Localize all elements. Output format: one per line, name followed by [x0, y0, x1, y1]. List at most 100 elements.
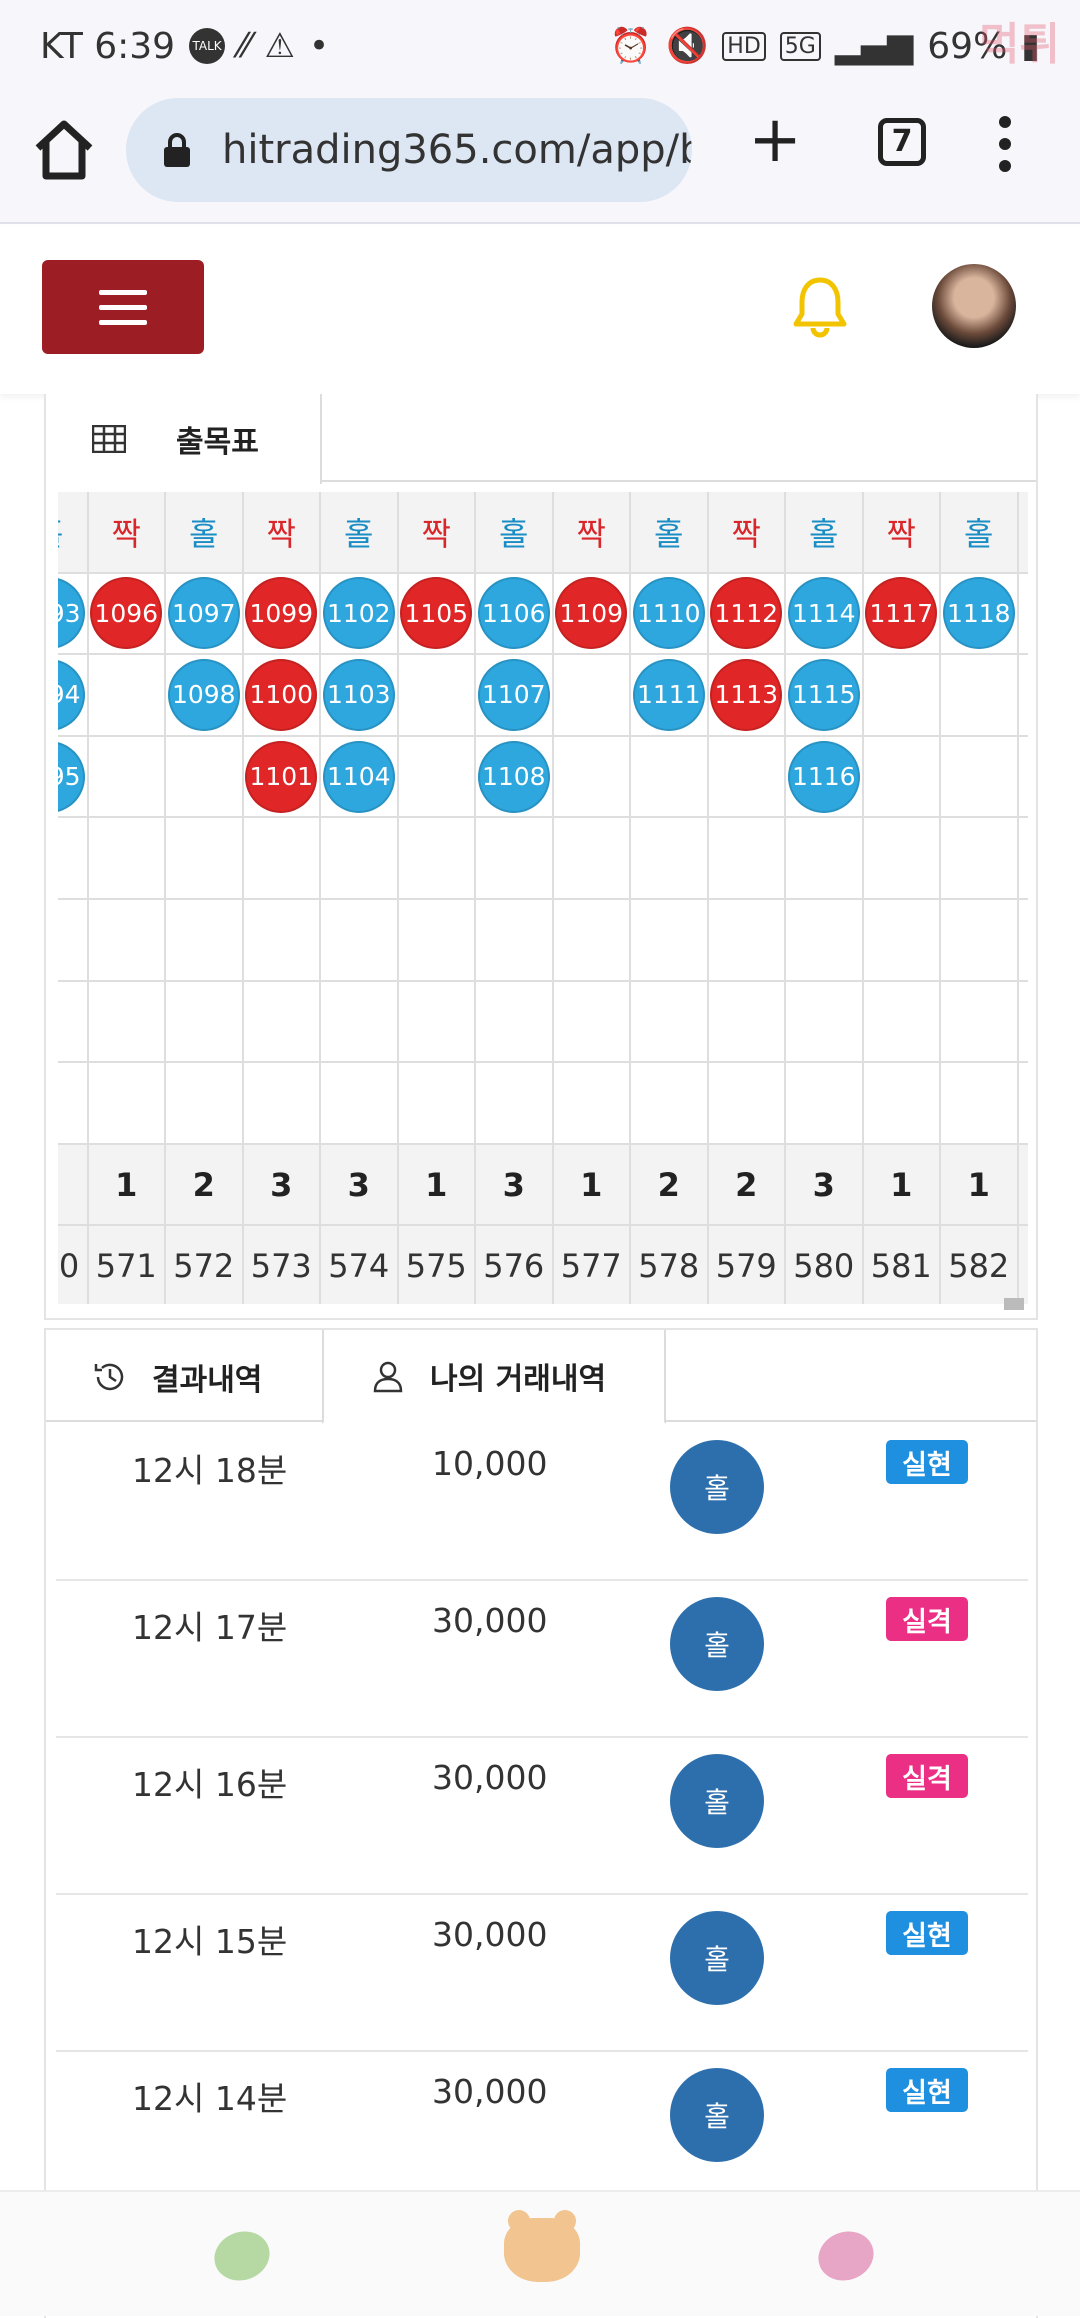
url-text: hitrading365.com/app/b: [222, 127, 692, 173]
bead: 1105: [400, 577, 473, 650]
bead-cell: [476, 899, 554, 982]
bead-cell: [631, 1063, 709, 1145]
column-count: 2: [166, 1144, 244, 1227]
bead-cell: [58, 1063, 89, 1145]
trade-row: 12시 14분 30,000 홀 실현: [56, 2052, 1028, 2209]
pink-bean-icon[interactable]: [811, 2223, 881, 2289]
bead-cell: [321, 899, 399, 982]
bead-cell: 1112: [708, 573, 786, 656]
trade-pick-badge: 홀: [670, 1754, 764, 1848]
url-bar[interactable]: hitrading365.com/app/b: [126, 98, 692, 202]
tab-count-button[interactable]: 7: [878, 118, 926, 166]
bead-cell: [553, 981, 631, 1064]
app-header: [0, 226, 1080, 394]
column-header: 홀: [631, 492, 709, 574]
bead: 1102: [322, 577, 395, 650]
bead-cell: [398, 1063, 476, 1145]
bead-cell: [708, 981, 786, 1064]
column-count: 3: [243, 1144, 321, 1227]
trade-time: 12시 14분: [132, 2079, 288, 2118]
round-number: 576: [476, 1226, 554, 1304]
bead-cell: [708, 818, 786, 900]
browser-menu-icon[interactable]: [990, 116, 1020, 176]
bead-cell: 1094: [58, 655, 89, 737]
column-header: 짝: [553, 492, 631, 574]
bead-road-panel: 출목표 홀짝홀짝홀짝홀짝홀짝홀짝홀10931096109710991102110…: [44, 394, 1038, 1320]
browser-toolbar: hitrading365.com/app/b + 7: [0, 92, 1080, 224]
bead-cell: 1096: [88, 573, 166, 656]
bottom-nav: [0, 2190, 1080, 2316]
bead-panel-tabbar: 출목표: [46, 394, 1036, 484]
bead-table-viewport[interactable]: 홀짝홀짝홀짝홀짝홀짝홀짝홀109310961097109911021105110…: [58, 492, 1028, 1304]
tab-bead-road[interactable]: 출목표: [46, 394, 322, 484]
watermark-logo: 먹튀: [979, 19, 1060, 70]
menu-button[interactable]: [42, 260, 204, 354]
round-number: 572: [166, 1226, 244, 1304]
bead-cell: [863, 899, 941, 982]
bead-cell: 1098: [166, 655, 244, 737]
bead-cell: [863, 736, 941, 819]
home-icon[interactable]: [28, 114, 100, 186]
bear-icon[interactable]: [504, 2210, 580, 2282]
bead: 1113: [710, 658, 783, 731]
bead-cell: 1108: [476, 736, 554, 819]
column-header: 짝: [243, 492, 321, 574]
column-count: 1: [863, 1144, 941, 1227]
horizontal-scrollbar[interactable]: [1004, 1298, 1024, 1310]
history-tabbar: 결과내역 나의 거래내역: [46, 1330, 1036, 1424]
signal-off-icon: ⁄⁄: [239, 26, 251, 66]
trade-amount: 30,000: [432, 1601, 548, 1640]
battery-percent: 69%: [927, 25, 1008, 67]
green-bean-icon[interactable]: [207, 2223, 277, 2289]
trade-amount: 10,000: [432, 1444, 548, 1483]
bead: 1095: [58, 740, 85, 813]
bead-cell: [166, 1063, 244, 1145]
bead-cell: [58, 981, 89, 1064]
bead-cell: [476, 1063, 554, 1145]
bead-cell: [863, 818, 941, 900]
bead: 1111: [632, 658, 705, 731]
avatar[interactable]: [932, 264, 1016, 348]
bead-cell: [398, 899, 476, 982]
round-number: 579: [708, 1226, 786, 1304]
bead-cell: [941, 1063, 1019, 1145]
trade-history-list: 12시 18분 10,000 홀 실현 12시 17분 30,000 홀 실격 12시 16분 3…: [56, 1424, 1028, 2209]
bead-cell: 1099: [243, 573, 321, 656]
bell-icon[interactable]: [790, 274, 850, 340]
bead-cell: [941, 655, 1019, 737]
bead-cell: [786, 899, 864, 982]
bead-cell: [708, 1063, 786, 1145]
tab-my-trades[interactable]: 나의 거래내역: [322, 1330, 666, 1424]
bead-cell: [88, 981, 166, 1064]
bead-cell: [863, 655, 941, 737]
column-count: 3: [321, 1144, 399, 1227]
table-icon: [92, 425, 126, 453]
column-header: 홀: [476, 492, 554, 574]
trade-result-badge: 실격: [886, 1597, 968, 1641]
trade-pick-badge: 홀: [670, 1440, 764, 1534]
bead-cell: [88, 899, 166, 982]
round-number-empty: [1018, 1226, 1028, 1304]
bead-cell: [1018, 655, 1028, 737]
tab-my-trades-label: 나의 거래내역: [430, 1362, 607, 1397]
bead-cell: [88, 818, 166, 900]
dot-icon: •: [308, 26, 329, 66]
carrier-time: KT 6:39: [40, 25, 176, 67]
bead-cell: [321, 981, 399, 1064]
bead-cell: [1018, 981, 1028, 1064]
bead-cell: [88, 736, 166, 819]
trade-row: 12시 15분 30,000 홀 실현: [56, 1895, 1028, 2052]
trade-pick-badge: 홀: [670, 1597, 764, 1691]
tab-results[interactable]: 결과내역: [92, 1330, 262, 1424]
bead-cell: 1110: [631, 573, 709, 656]
alarm-icon: ⏰: [609, 26, 652, 66]
signal-icon: ▂▄▆: [834, 26, 914, 66]
new-tab-button[interactable]: +: [748, 103, 802, 177]
bead-cell: [786, 818, 864, 900]
bead: 1117: [865, 577, 938, 650]
trade-time: 12시 18분: [132, 1451, 288, 1490]
bead: 1118: [942, 577, 1015, 650]
round-number: 573: [243, 1226, 321, 1304]
column-count: 2: [631, 1144, 709, 1227]
bead-cell: [166, 736, 244, 819]
